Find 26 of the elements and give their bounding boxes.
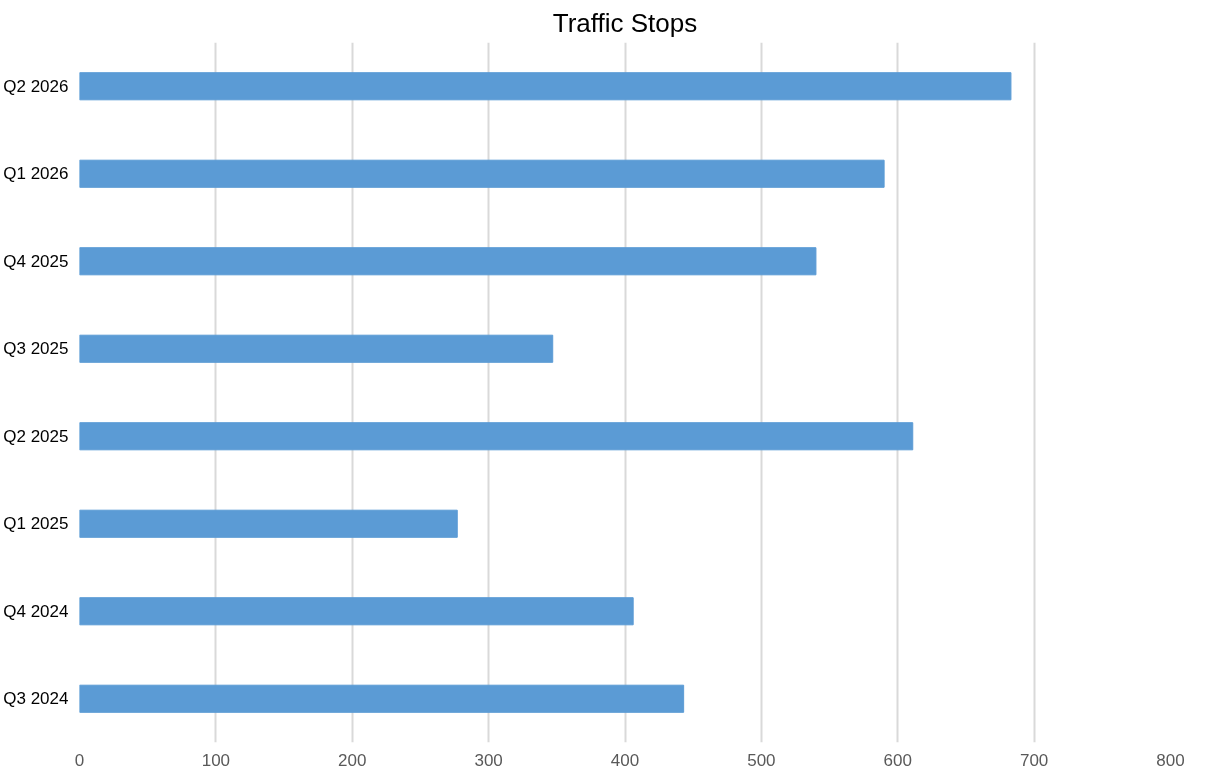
x-tick-label: 800 (1156, 750, 1185, 770)
x-tick-label: 700 (1019, 750, 1049, 770)
x-tick-label: 400 (610, 750, 640, 770)
x-tick-label: 300 (474, 750, 503, 770)
y-tick-label: Q4 2025 (3, 251, 69, 271)
bar (79, 334, 554, 363)
bar (79, 159, 885, 188)
bar (79, 72, 1012, 101)
bar (79, 422, 914, 451)
x-tick-label: 0 (74, 750, 85, 770)
bar (79, 247, 817, 276)
y-tick-label: Q3 2024 (3, 689, 69, 709)
y-tick-label: Q4 2024 (3, 601, 69, 621)
y-tick-label: Q1 2025 (3, 514, 69, 534)
bar (79, 684, 685, 713)
chart-title: Traffic Stops (552, 7, 698, 38)
x-tick-label: 200 (338, 750, 367, 770)
bar (79, 597, 634, 626)
bar (79, 509, 458, 538)
x-tick-label: 600 (883, 750, 912, 770)
y-tick-label: Q2 2026 (3, 76, 69, 96)
y-tick-label: Q3 2025 (3, 339, 69, 359)
y-tick-label: Q1 2026 (3, 164, 69, 184)
x-tick-label: 500 (747, 750, 776, 770)
x-tick-label: 100 (201, 750, 231, 770)
y-tick-label: Q2 2025 (3, 426, 69, 446)
